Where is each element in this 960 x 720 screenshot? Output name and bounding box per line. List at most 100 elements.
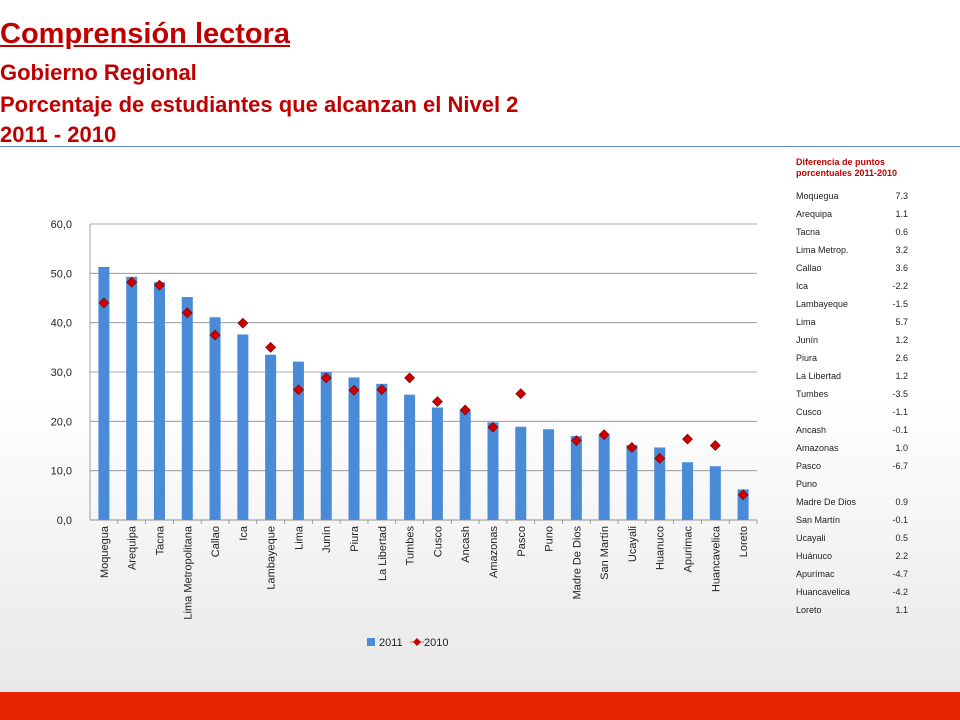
marker-2010	[98, 297, 110, 309]
bar-2011	[376, 383, 388, 520]
x-category-label: Lima Metropolitana	[182, 525, 194, 619]
bar-2011	[404, 394, 416, 520]
y-tick-label: 30,0	[51, 367, 72, 379]
y-tick-label: 50,0	[51, 268, 72, 280]
difference-row-value: -4.2	[892, 587, 908, 597]
marker-2010	[431, 396, 443, 408]
bar-2011	[459, 410, 471, 520]
difference-row-label: Tumbes	[796, 389, 829, 399]
marker-2010	[348, 384, 360, 396]
difference-row: Piura 2.6	[796, 349, 914, 367]
difference-row-value: -2.2	[892, 281, 908, 291]
x-category-label: Ucayali	[627, 526, 639, 562]
difference-row: Puno	[796, 475, 914, 493]
marker-2010	[682, 433, 693, 445]
marker-2010	[209, 329, 221, 341]
marker-2010	[709, 440, 721, 451]
page-title: Comprensión lectora	[0, 18, 291, 50]
bar-2011	[515, 426, 527, 520]
x-category-label: Pasco	[516, 526, 528, 557]
y-tick-label: 20,0	[51, 416, 72, 428]
difference-row-label: Tacna	[796, 227, 821, 237]
difference-row-label: Amazonas	[796, 443, 839, 453]
difference-row-label: Callao	[796, 263, 822, 273]
marker-2010	[265, 341, 277, 353]
difference-row: Arequipa 1.1	[796, 205, 914, 223]
difference-row-value: 0.6	[895, 227, 908, 237]
difference-row-label: San Martín	[796, 515, 841, 525]
difference-row: Pasco -6.7	[796, 457, 914, 475]
marker-2010	[515, 388, 527, 400]
difference-table-title: Diferencia de puntos porcentuales 2011-2…	[796, 157, 898, 178]
bar-2011	[654, 447, 666, 520]
x-category-label: Huanuco	[655, 526, 667, 570]
difference-row-label: Loreto	[796, 605, 822, 615]
bar-chart: 0,0 10,0 20,0 30,0 40,0 50,0 60,0 Moquegua Arequ…	[51, 219, 758, 649]
x-category-label: Tumbes	[405, 526, 417, 566]
difference-row-value: 1.0	[895, 443, 908, 453]
difference-row: Cusco -1.1	[796, 403, 914, 421]
bar-2011	[181, 297, 193, 520]
bar-2011	[320, 372, 332, 520]
difference-row: Loreto 1.1	[796, 601, 914, 619]
marker-2010	[181, 307, 193, 319]
bar-2011	[153, 282, 165, 520]
difference-table-rows: Moquegua 7.3 Arequipa 1.1 Tacna 0.6 Lima Metro…	[796, 187, 914, 619]
difference-row-value: -1.1	[892, 407, 908, 417]
difference-row: Lima 5.7	[796, 313, 914, 331]
bar-2011	[348, 377, 360, 520]
marker-2010	[459, 404, 471, 416]
legend-label-2010: 2010	[424, 637, 448, 649]
marker-2010	[570, 435, 582, 446]
difference-row-value: 2.6	[895, 353, 908, 363]
marker-2010	[154, 279, 165, 291]
difference-row: La Libertad 1.2	[796, 367, 914, 385]
difference-row-label: Lambayeque	[796, 299, 849, 309]
marker-2010	[598, 429, 610, 441]
bar-2011	[737, 489, 749, 520]
marker-2010	[320, 372, 332, 384]
bar-2011	[626, 445, 638, 520]
x-category-label: Puno	[544, 526, 556, 552]
difference-row-label: Huancavelica	[796, 587, 851, 597]
x-category-label: Loreto	[738, 526, 750, 557]
y-tick-label: 10,0	[51, 466, 72, 478]
difference-row-label: Junín	[796, 335, 819, 345]
difference-row-label: Ica	[796, 281, 809, 291]
difference-row-value: 3.2	[895, 245, 908, 255]
x-category-label: San Martín	[599, 526, 611, 580]
marker-2010	[404, 372, 416, 384]
difference-row: Ancash -0.1	[796, 421, 914, 439]
difference-row: San Martín -0.1	[796, 511, 914, 529]
difference-row-label: Apurímac	[796, 569, 835, 579]
difference-row-value: 1.2	[895, 335, 908, 345]
y-tick-label: 0,0	[57, 515, 72, 527]
marker-2010	[654, 452, 666, 464]
difference-row-label: La Libertad	[796, 371, 842, 381]
bar-2011	[431, 407, 443, 520]
difference-row-value: -6.7	[892, 461, 908, 471]
difference-row-value: 3.6	[895, 263, 908, 273]
difference-row-value: 1.1	[895, 605, 908, 615]
difference-row-value: 0.9	[895, 497, 908, 507]
difference-row-label: Madre De Dios	[796, 497, 857, 507]
x-category-label: Amazonas	[488, 526, 500, 578]
difference-row: Callao 3.6	[796, 259, 914, 277]
difference-row-value: -1.5	[892, 299, 908, 309]
difference-row-value: 0.5	[895, 533, 908, 543]
difference-row-value: -4.7	[892, 569, 908, 579]
difference-row-label: Pasco	[796, 461, 822, 471]
x-category-label: Arequipa	[127, 525, 139, 570]
year-range: 2011 - 2010	[0, 122, 117, 147]
x-category-label: Huancavelica	[710, 525, 722, 592]
x-category-label: Junín	[321, 526, 333, 553]
difference-row: Lima Metrop. 3.2	[796, 241, 914, 259]
x-category-label: Piura	[349, 525, 361, 552]
difference-row-value: -0.1	[892, 515, 908, 525]
difference-row-value: 1.2	[895, 371, 908, 381]
header-divider	[0, 146, 960, 147]
chart-description: Porcentaje de estudiantes que alcanzan e…	[0, 92, 519, 117]
difference-row-label: Huánuco	[796, 551, 833, 561]
difference-row: Apurímac -4.7	[796, 565, 914, 583]
difference-row-value: 5.7	[895, 317, 908, 327]
